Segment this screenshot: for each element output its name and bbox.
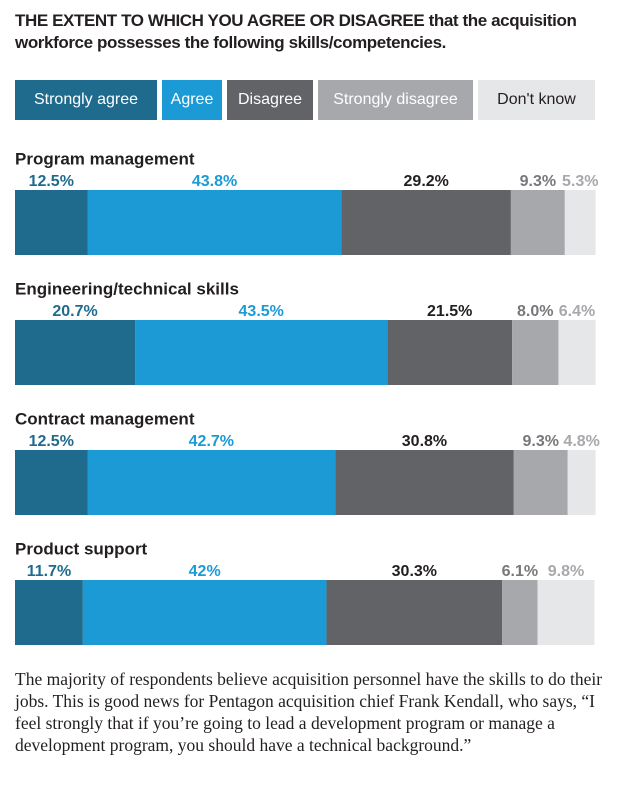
bar-segment (15, 580, 83, 645)
bar-segment (513, 450, 568, 515)
legend-swatch (15, 80, 157, 120)
bar-segment (502, 580, 538, 645)
category-label: Program management (15, 149, 195, 168)
value-label: 29.2% (404, 173, 449, 190)
bar-segment (335, 450, 514, 515)
value-label: 12.5% (29, 173, 74, 190)
value-label: 6.1% (502, 563, 538, 580)
bar-segment (87, 190, 342, 255)
value-label: 30.3% (392, 563, 437, 580)
bar-segment (15, 190, 88, 255)
value-label: 9.8% (548, 563, 584, 580)
value-label: 21.5% (427, 303, 472, 320)
value-label: 9.3% (520, 173, 556, 190)
value-label: 11.7% (27, 563, 71, 580)
category-label: Engineering/technical skills (15, 279, 239, 298)
value-label: 6.4% (559, 303, 595, 320)
value-label: 5.3% (562, 173, 598, 190)
bar-segment (558, 320, 596, 385)
legend-label: Don't know (497, 91, 576, 108)
chart-title: THE EXTENT TO WHICH YOU AGREE OR DISAGRE… (15, 11, 577, 52)
value-label: 9.3% (523, 433, 559, 450)
value-label: 20.7% (52, 303, 97, 320)
bar-segment (15, 320, 136, 385)
legend-swatch (227, 80, 313, 120)
bar-segment (567, 450, 596, 515)
chart: Strongly agree Agree Disagree Strongly disa… (15, 80, 600, 645)
value-label: 8.0% (517, 303, 553, 320)
category-label: Product support (15, 539, 148, 558)
value-label: 42% (189, 563, 221, 580)
value-label: 42.7% (189, 433, 234, 450)
value-label: 30.8% (402, 433, 447, 450)
value-label: 43.8% (192, 173, 237, 190)
bar-segment (564, 190, 596, 255)
legend-swatch (162, 80, 222, 120)
legend-label: Agree (171, 91, 214, 108)
bar-segment (15, 450, 88, 515)
bar-segment (341, 190, 511, 255)
category-label: Contract management (15, 409, 195, 428)
legend-label: Disagree (238, 91, 302, 108)
legend-label: Strongly agree (34, 91, 138, 108)
value-label: 12.5% (29, 433, 74, 450)
bar-segment (135, 320, 388, 385)
bar-segment (537, 580, 595, 645)
bar-segment (510, 190, 565, 255)
legend-swatch (478, 80, 595, 120)
legend-label: Strongly disagree (333, 91, 458, 108)
value-label: 43.5% (239, 303, 284, 320)
bar-segment (512, 320, 559, 385)
bar-segment (82, 580, 327, 645)
bar-segment (387, 320, 513, 385)
bar-segment (87, 450, 336, 515)
legend-swatch (318, 80, 473, 120)
bar-segment (326, 580, 503, 645)
value-label: 4.8% (563, 433, 599, 450)
caption: The majority of respondents believe acqu… (15, 669, 603, 755)
